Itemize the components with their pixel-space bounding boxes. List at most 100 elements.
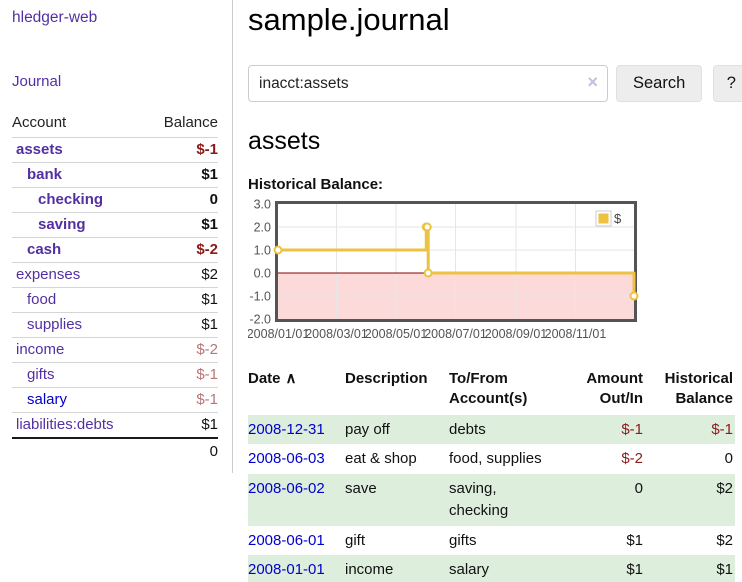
- main-content: sample.journal × Search ? assets Histori…: [233, 0, 742, 582]
- accounts-column-account: Account: [12, 114, 67, 131]
- page-title: sample.journal: [248, 2, 450, 37]
- sidebar-account-balance: $-1: [146, 362, 218, 388]
- accounts-total-spacer: [12, 437, 147, 465]
- sidebar-account-link[interactable]: supplies: [27, 316, 83, 333]
- accounts-total-row: 0: [12, 437, 218, 465]
- svg-text:2008/03/01: 2008/03/01: [305, 327, 368, 341]
- svg-text:2008/05/01: 2008/05/01: [365, 327, 428, 341]
- account-row: bank $1: [12, 162, 218, 188]
- transaction-accounts: saving, checking: [449, 480, 509, 519]
- sidebar-account-link[interactable]: assets: [16, 141, 63, 158]
- sidebar-account-balance: $1: [146, 412, 218, 438]
- svg-text:2008/01/01: 2008/01/01: [248, 327, 309, 341]
- transaction-balance: $2: [716, 531, 733, 549]
- account-row: supplies $1: [12, 312, 218, 338]
- svg-text:2008/11/01: 2008/11/01: [545, 327, 607, 341]
- sidebar-account-link[interactable]: checking: [38, 191, 104, 208]
- sidebar-account-link[interactable]: salary: [27, 391, 68, 408]
- search-input[interactable]: [248, 65, 608, 102]
- register-row[interactable]: 2008-06-02 save saving, checking 0 $2: [248, 474, 735, 526]
- transaction-amount: $1: [626, 561, 643, 579]
- transaction-accounts: food, supplies: [449, 450, 542, 468]
- transaction-date-link[interactable]: 2008-06-01: [248, 531, 325, 549]
- sidebar-account-link[interactable]: bank: [27, 166, 63, 183]
- register-row[interactable]: 2008-06-01 gift gifts $1 $2: [248, 526, 735, 556]
- clear-search-icon[interactable]: ×: [587, 72, 598, 92]
- sidebar-account-link[interactable]: income: [16, 341, 65, 358]
- account-row: liabilities:debts $1: [12, 412, 218, 438]
- transaction-balance: $-1: [711, 420, 733, 438]
- register-row[interactable]: 2008-12-31 pay off debts $-1 $-1: [248, 414, 735, 445]
- svg-text:2.0: 2.0: [254, 221, 271, 235]
- sidebar-account-balance: $1: [146, 212, 218, 238]
- sidebar-account-link[interactable]: liabilities:debts: [16, 416, 114, 433]
- sidebar-account-balance: $1: [146, 162, 218, 188]
- app-title-link[interactable]: hledger-web: [12, 9, 98, 26]
- svg-text:1.0: 1.0: [254, 244, 271, 258]
- transaction-date-link[interactable]: 2008-06-03: [248, 450, 325, 468]
- accounts-table: Account Balance assets $-1 bank $1 checking 0…: [12, 111, 218, 465]
- account-heading: assets: [248, 127, 321, 155]
- transaction-amount: $1: [626, 531, 643, 549]
- transaction-accounts: salary: [449, 561, 490, 579]
- accounts-column-balance: Balance: [163, 114, 218, 131]
- sidebar-account-balance: $-1: [146, 137, 218, 163]
- register-column-header: To/From Account(s): [449, 370, 528, 408]
- register-column-header: Amount Out/In: [586, 370, 643, 408]
- transaction-description: pay off: [345, 420, 390, 438]
- transaction-description: eat & shop: [345, 450, 417, 468]
- transaction-accounts: debts: [449, 420, 486, 438]
- transaction-description: save: [345, 480, 377, 497]
- accounts-tbody: assets $-1 bank $1 checking 0 saving $1 cash $-2 e…: [12, 137, 218, 438]
- transaction-amount: $-1: [621, 420, 643, 438]
- register-header-row: Date ∧ Description To/From Account(s) Amount O…: [248, 367, 735, 415]
- register-column-header[interactable]: Date ∧: [248, 370, 297, 387]
- sidebar-account-balance: $1: [146, 312, 218, 338]
- account-row: assets $-1: [12, 137, 218, 163]
- register-tbody: 2008-12-31 pay off debts $-1 $-1 2008-06-03 ea…: [248, 414, 735, 582]
- register-table: Date ∧ Description To/From Account(s) Amount O…: [248, 367, 735, 582]
- account-row: checking 0: [12, 187, 218, 213]
- sidebar-item-journal[interactable]: Journal: [12, 73, 62, 90]
- sort-ascending-icon: ∧: [285, 370, 297, 387]
- register-column-header: Historical Balance: [664, 370, 733, 408]
- transaction-date-link[interactable]: 2008-06-02: [248, 480, 325, 497]
- svg-text:0.0: 0.0: [254, 267, 271, 281]
- sidebar-account-link[interactable]: food: [27, 291, 57, 308]
- register-row[interactable]: 2008-06-03 eat & shop food, supplies $-2 0: [248, 444, 735, 474]
- sidebar-account-balance: 0: [146, 187, 218, 213]
- svg-text:2008/07/01: 2008/07/01: [424, 327, 487, 341]
- transaction-amount: 0: [634, 480, 643, 497]
- account-row: salary $-1: [12, 387, 218, 413]
- account-row: expenses $2: [12, 262, 218, 288]
- sidebar-account-link[interactable]: expenses: [16, 266, 81, 283]
- sidebar-account-balance: $2: [146, 262, 218, 288]
- sidebar-account-link[interactable]: gifts: [27, 366, 55, 383]
- account-row: gifts $-1: [12, 362, 218, 388]
- search-form: × Search ?: [248, 65, 742, 102]
- sidebar: hledger-web Journal Account Balance asse…: [0, 0, 233, 473]
- account-row: saving $1: [12, 212, 218, 238]
- transaction-balance: $2: [716, 480, 733, 497]
- register-row[interactable]: 2008-01-01 income salary $1 $1: [248, 555, 735, 582]
- sidebar-account-balance: $-1: [146, 387, 218, 413]
- accounts-header-row: Account Balance: [12, 111, 218, 138]
- register-column-header: Description: [345, 370, 428, 387]
- transaction-date-link[interactable]: 2008-01-01: [248, 561, 325, 579]
- sidebar-account-link[interactable]: saving: [38, 216, 86, 233]
- account-row: income $-2: [12, 337, 218, 363]
- account-row: food $1: [12, 287, 218, 313]
- transaction-balance: $1: [716, 561, 733, 579]
- transaction-amount: $-2: [621, 450, 643, 468]
- transaction-balance: 0: [724, 450, 733, 468]
- chart-title: Historical Balance:: [248, 176, 384, 193]
- help-button[interactable]: ?: [713, 65, 742, 102]
- sidebar-account-balance: $-2: [146, 337, 218, 363]
- search-button[interactable]: Search: [616, 65, 703, 102]
- transaction-date-link[interactable]: 2008-12-31: [248, 420, 325, 438]
- sidebar-account-link[interactable]: cash: [27, 241, 62, 258]
- svg-text:-1.0: -1.0: [249, 290, 271, 304]
- historical-balance-chart[interactable]: $3.0 2.0 1.0 0.0 -1.0 -2.02008/01/012008/03/0…: [248, 197, 648, 347]
- transaction-description: income: [345, 561, 394, 579]
